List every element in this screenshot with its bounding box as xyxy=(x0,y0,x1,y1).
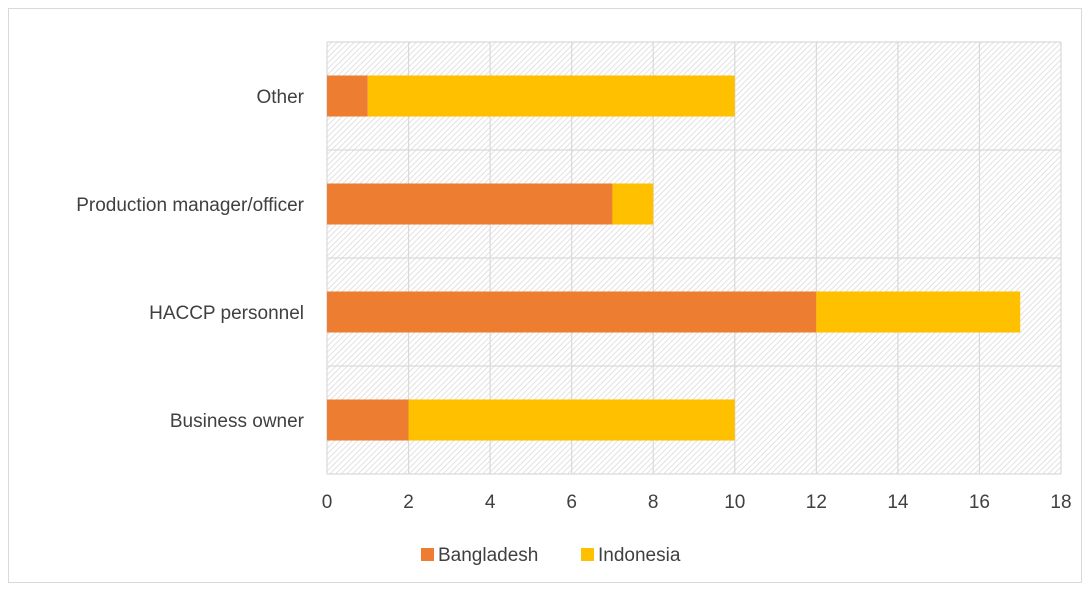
bars xyxy=(327,75,1021,441)
x-tick-label: 14 xyxy=(887,492,909,513)
x-axis-ticks: 0 2 4 6 8 10 12 14 16 18 xyxy=(322,492,1072,513)
bar-bangladesh-haccp-personnel xyxy=(327,291,817,333)
legend-label-indonesia: Indonesia xyxy=(598,545,681,566)
x-tick-label: 0 xyxy=(322,492,333,513)
x-tick-label: 12 xyxy=(806,492,827,513)
legend: Bangladesh Indonesia xyxy=(421,545,681,566)
bar-indonesia-other xyxy=(367,75,735,117)
legend-swatch-indonesia xyxy=(581,548,594,561)
x-tick-label: 4 xyxy=(485,492,496,513)
bar-bangladesh-other xyxy=(327,75,368,117)
category-label: Other xyxy=(256,87,304,108)
bar-bangladesh-business-owner xyxy=(327,399,409,441)
x-tick-label: 8 xyxy=(648,492,659,513)
bar-indonesia-haccp-personnel xyxy=(816,291,1021,333)
x-tick-label: 2 xyxy=(403,492,414,513)
x-tick-label: 16 xyxy=(969,492,990,513)
category-labels: Business owner HACCP personnel Production … xyxy=(76,87,304,432)
category-label: HACCP personnel xyxy=(149,303,304,324)
x-tick-label: 6 xyxy=(566,492,577,513)
category-label: Business owner xyxy=(170,411,305,432)
x-tick-label: 18 xyxy=(1050,492,1071,513)
x-tick-label: 10 xyxy=(724,492,745,513)
category-label: Production manager/officer xyxy=(76,195,304,216)
bar-bangladesh-production-manager-officer xyxy=(327,183,613,225)
legend-swatch-bangladesh xyxy=(421,548,434,561)
legend-label-bangladesh: Bangladesh xyxy=(438,545,538,566)
bar-indonesia-business-owner xyxy=(408,399,735,441)
bar-indonesia-production-manager-officer xyxy=(612,183,654,225)
